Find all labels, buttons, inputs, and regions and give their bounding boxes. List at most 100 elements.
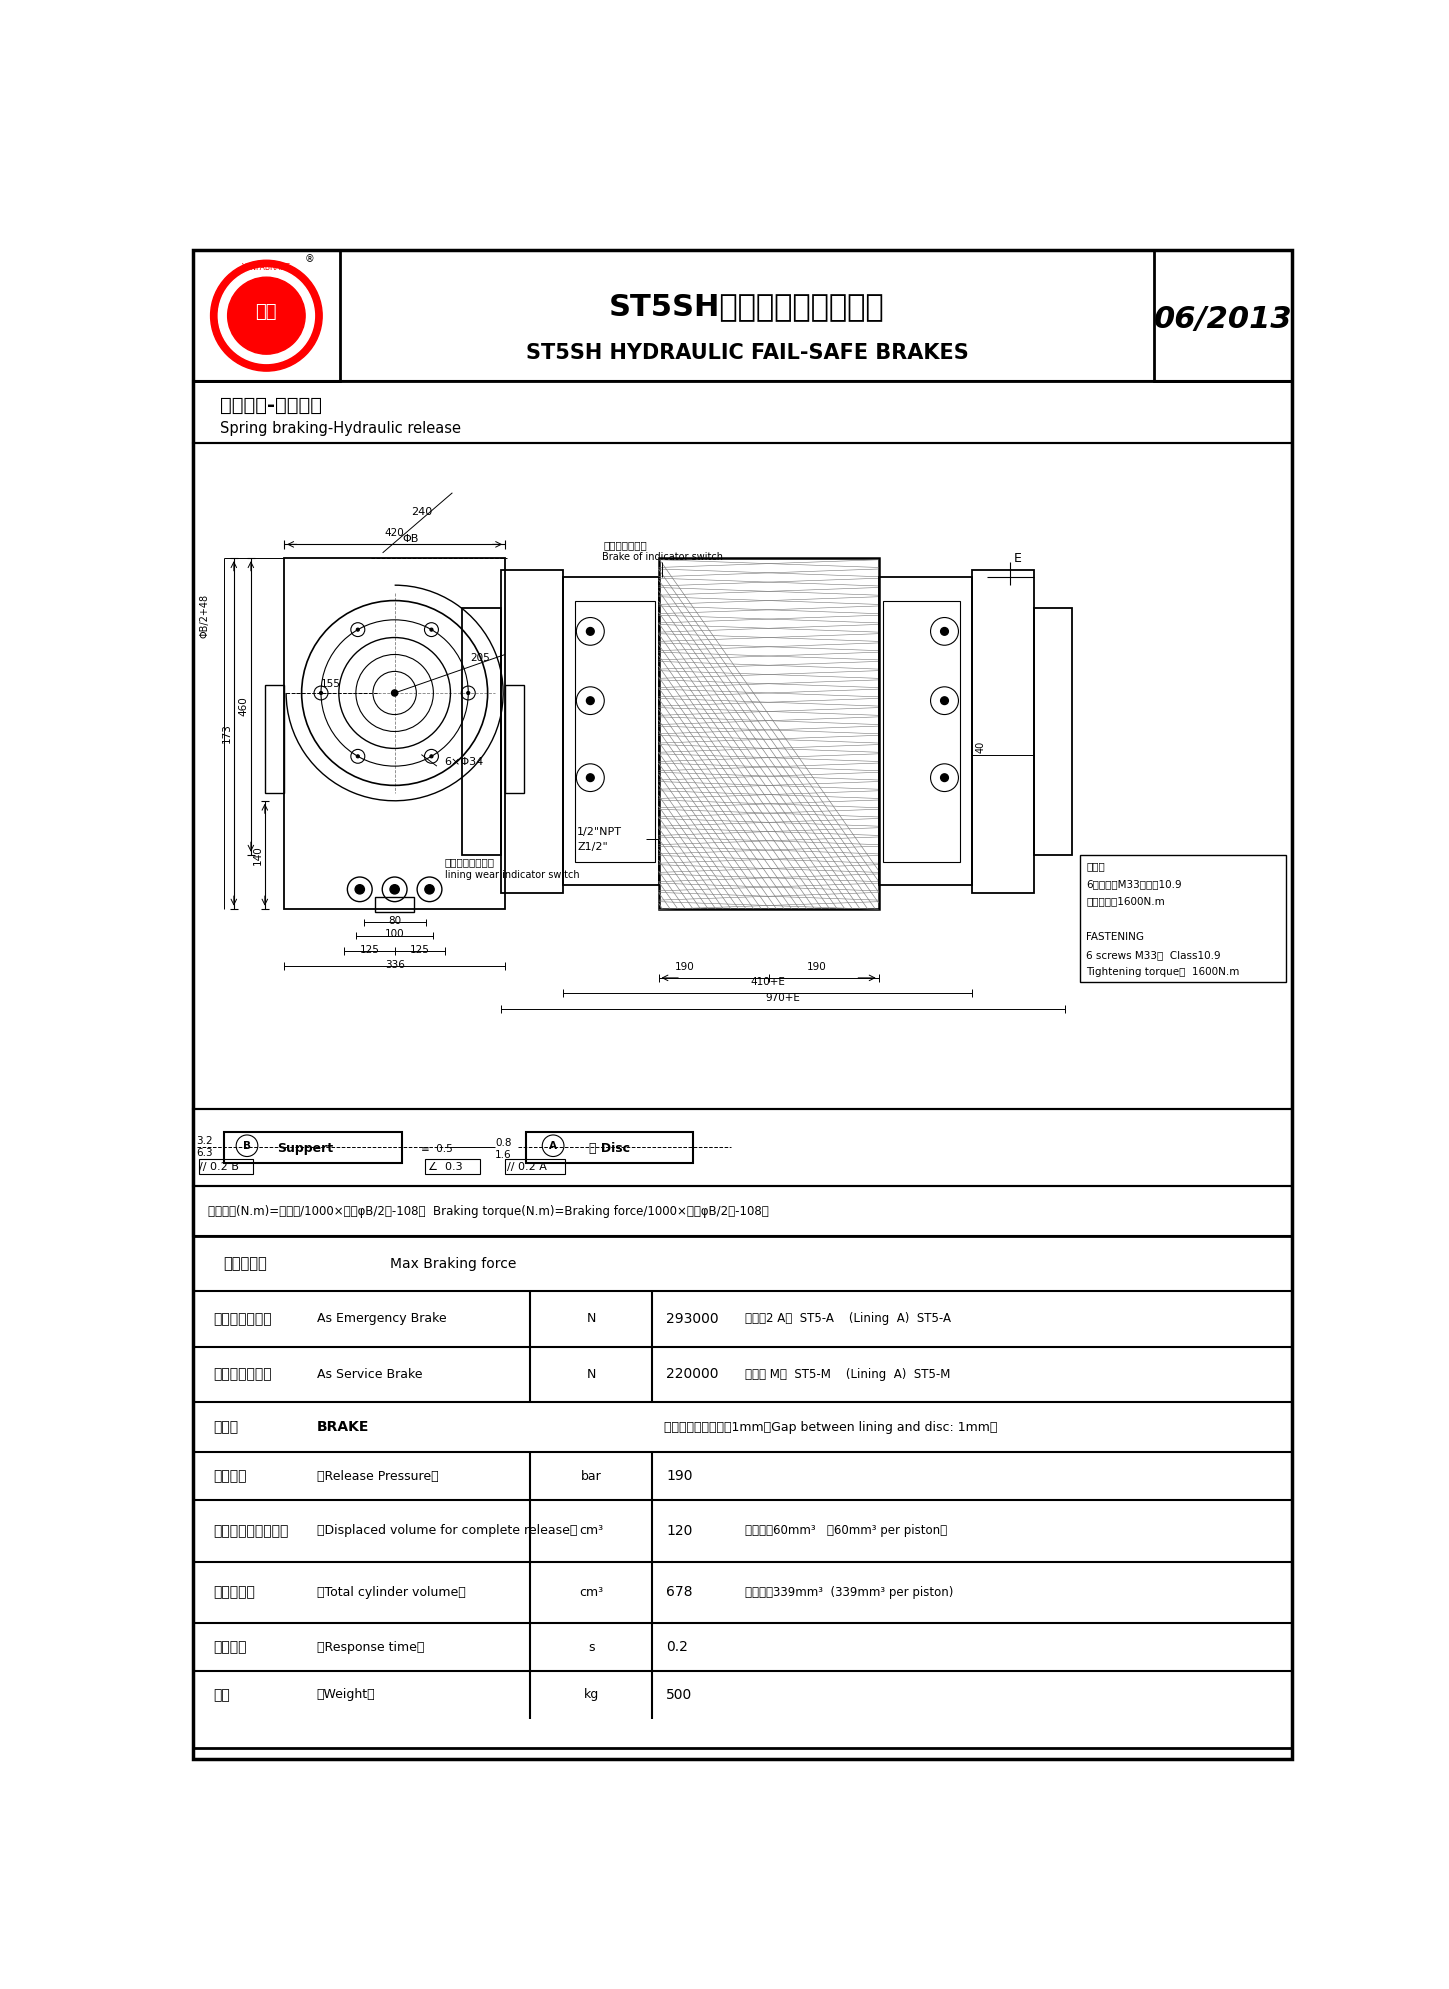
- Circle shape: [355, 885, 364, 893]
- Text: Tightening torque；  1600N.m: Tightening torque； 1600N.m: [1087, 967, 1240, 977]
- Text: （Weight）: （Weight）: [317, 1689, 375, 1701]
- Bar: [425, 1160, 480, 1174]
- Text: 190: 190: [807, 963, 826, 973]
- Text: 盘 Disc: 盘 Disc: [588, 1142, 630, 1156]
- Text: 6×Φ34: 6×Φ34: [445, 758, 484, 768]
- Circle shape: [391, 690, 397, 696]
- Bar: [193, 1235, 1293, 1748]
- Bar: [882, 601, 961, 863]
- Text: 弹簧制动-液压释放: 弹簧制动-液压释放: [220, 396, 322, 416]
- Circle shape: [587, 774, 594, 782]
- Bar: [1153, 251, 1293, 382]
- Text: ST5SH HYDRAULIC FAIL-SAFE BRAKES: ST5SH HYDRAULIC FAIL-SAFE BRAKES: [526, 342, 968, 362]
- Bar: [193, 251, 341, 382]
- Text: ΦB: ΦB: [401, 533, 419, 543]
- Text: 190: 190: [667, 1470, 693, 1484]
- Text: 80: 80: [388, 917, 401, 927]
- Text: （躯射 M）  ST5-M    (Lining  A)  ST5-M: （躯射 M） ST5-M (Lining A) ST5-M: [745, 1368, 951, 1380]
- Text: 420: 420: [385, 529, 404, 539]
- Bar: [462, 609, 501, 855]
- Text: 0.8: 0.8: [496, 1138, 511, 1148]
- Text: // 0.2 B: // 0.2 B: [199, 1162, 239, 1172]
- Bar: [526, 1132, 693, 1164]
- Circle shape: [430, 754, 433, 758]
- Text: 研发: 研发: [255, 302, 277, 320]
- Text: 100: 100: [385, 929, 404, 939]
- Text: YANFABRAKE: YANFABRAKE: [242, 263, 291, 272]
- Text: 0.2: 0.2: [667, 1641, 688, 1655]
- Text: 40: 40: [975, 740, 985, 754]
- Text: 125: 125: [359, 945, 380, 955]
- Text: 上紧力矩：1600N.m: 上紧力矩：1600N.m: [1087, 897, 1165, 907]
- Bar: [375, 897, 414, 913]
- Text: 每个活塞60mm³   （60mm³ per piston）: 每个活塞60mm³ （60mm³ per piston）: [745, 1524, 948, 1537]
- Circle shape: [940, 696, 949, 704]
- Circle shape: [587, 696, 594, 704]
- Text: bar: bar: [581, 1470, 601, 1482]
- Text: ΦB/2+48: ΦB/2+48: [200, 595, 209, 638]
- Text: N: N: [587, 1368, 596, 1380]
- Text: 连接件: 连接件: [1087, 861, 1106, 871]
- Bar: [658, 559, 878, 909]
- Bar: [878, 577, 972, 885]
- Text: 制动器显示开关: 制动器显示开关: [603, 541, 648, 551]
- Text: Max Braking force: Max Braking force: [390, 1257, 517, 1271]
- Text: 155: 155: [320, 678, 341, 688]
- Bar: [193, 444, 1293, 1108]
- Text: 6 screws M33；  Class10.9: 6 screws M33； Class10.9: [1087, 951, 1222, 961]
- Text: 140: 140: [252, 845, 262, 865]
- Text: （Release Pressure）: （Release Pressure）: [317, 1470, 439, 1482]
- Bar: [284, 559, 506, 909]
- Text: // 0.2 A: // 0.2 A: [507, 1162, 546, 1172]
- Circle shape: [356, 754, 359, 758]
- Text: 460: 460: [239, 696, 249, 716]
- Text: 制动力矩(N.m)=制动力/1000×［（φB/2）-108］  Braking torque(N.m)=Braking force/1000×［（φB/2）-: 制动力矩(N.m)=制动力/1000×［（φB/2）-108］ Braking …: [209, 1205, 769, 1217]
- Text: （Displaced volume for complete release）: （Displaced volume for complete release）: [317, 1524, 577, 1537]
- Bar: [199, 1160, 254, 1174]
- Text: ST5SH液压失效保护制动器: ST5SH液压失效保护制动器: [609, 292, 885, 320]
- Text: E: E: [1014, 551, 1022, 565]
- Text: BRAKE: BRAKE: [317, 1420, 369, 1434]
- Text: As Service Brake: As Service Brake: [317, 1368, 422, 1380]
- Text: 衬垫磨损显示开关: 衬垫磨损显示开关: [445, 857, 494, 867]
- Bar: [265, 686, 284, 794]
- Text: A: A: [549, 1142, 556, 1152]
- Text: 最大制动力: 最大制动力: [223, 1255, 268, 1271]
- Text: 220000: 220000: [667, 1366, 719, 1382]
- Circle shape: [430, 629, 433, 631]
- Bar: [193, 382, 1293, 444]
- Text: 970+E: 970+E: [765, 993, 800, 1002]
- Bar: [501, 569, 564, 893]
- Circle shape: [425, 885, 435, 893]
- Text: 总油缸容积: 总油缸容积: [213, 1585, 255, 1599]
- Bar: [575, 601, 655, 863]
- Text: s: s: [588, 1641, 594, 1653]
- Text: 重量: 重量: [213, 1689, 230, 1703]
- Text: 每个活塞339mm³  (339mm³ per piston): 每个活塞339mm³ (339mm³ per piston): [745, 1585, 953, 1599]
- Text: cm³: cm³: [580, 1585, 603, 1599]
- Text: 用于工作制动时: 用于工作制动时: [213, 1366, 272, 1382]
- Bar: [193, 1185, 1293, 1235]
- Text: Z1/2": Z1/2": [578, 841, 609, 851]
- Text: （Total cylinder volume）: （Total cylinder volume）: [317, 1585, 465, 1599]
- Bar: [972, 569, 1033, 893]
- Circle shape: [356, 629, 359, 631]
- Text: 1/2"NPT: 1/2"NPT: [577, 827, 622, 837]
- Text: ≡  0.5: ≡ 0.5: [422, 1144, 454, 1154]
- Bar: [564, 577, 658, 885]
- Text: （躯射2 A）  ST5-A    (Lining  A)  ST5-A: （躯射2 A） ST5-A (Lining A) ST5-A: [745, 1313, 952, 1325]
- Text: 293000: 293000: [667, 1313, 719, 1327]
- Text: 240: 240: [410, 507, 432, 517]
- Text: 205: 205: [469, 652, 490, 662]
- Bar: [193, 251, 1293, 382]
- Bar: [506, 686, 525, 794]
- Text: 173: 173: [222, 724, 232, 744]
- Text: lining wear indicator switch: lining wear indicator switch: [445, 869, 580, 879]
- Text: N: N: [587, 1313, 596, 1325]
- Text: 制动器: 制动器: [213, 1420, 239, 1434]
- Text: kg: kg: [584, 1689, 598, 1701]
- Bar: [1080, 855, 1285, 983]
- Text: 躯射与盘间的间隙：1mm（Gap between lining and disc: 1mm）: 躯射与盘间的间隙：1mm（Gap between lining and disc…: [664, 1420, 997, 1434]
- Bar: [223, 1132, 401, 1164]
- Text: As Emergency Brake: As Emergency Brake: [317, 1313, 446, 1325]
